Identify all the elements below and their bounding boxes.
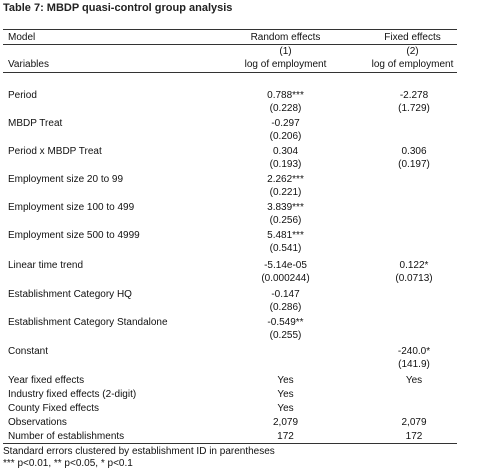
row-coef-col1: 5.481*** (267, 230, 304, 241)
row-label: Employment size 100 to 499 (8, 202, 135, 213)
row-coef-col1: 0.788*** (267, 90, 304, 101)
row-se-col2: (1.729) (398, 103, 430, 114)
fe-row-col1: Yes (277, 375, 294, 386)
fe-row-col2: Yes (405, 375, 423, 386)
row-se-col2: (0.197) (398, 159, 430, 170)
top-rule (3, 29, 457, 30)
row-label: Period x MBDP Treat (8, 146, 102, 157)
establishments-col1: 172 (277, 431, 294, 442)
fe-row-col1: Yes (277, 403, 294, 414)
col1-number: (1) (279, 46, 292, 57)
establishments-label: Number of establishments (8, 431, 125, 442)
observations-label: Observations (8, 417, 67, 428)
row-label: Linear time trend (8, 260, 84, 271)
row-label: Employment size 500 to 4999 (8, 230, 140, 241)
col2-dependent-variable: log of employment (371, 59, 454, 70)
row-se-col1: (0.000244) (261, 273, 310, 284)
row-se-col1: (0.193) (269, 159, 302, 170)
row-coef-col1: -0.549** (267, 317, 304, 328)
row-label: Period (8, 90, 37, 101)
row-label: MBDP Treat (8, 118, 63, 129)
fe-row-label: Year fixed effects (8, 375, 85, 386)
col1-model-name: Random effects (250, 32, 321, 43)
fe-row-label: County Fixed effects (8, 403, 99, 414)
row-coef-col2: -2.278 (399, 90, 429, 101)
fe-row-col1: Yes (277, 389, 294, 400)
row-coef-col1: 2.262*** (267, 174, 304, 185)
row-label: Constant (8, 346, 49, 357)
row-se-col1: (0.206) (269, 131, 302, 142)
row-coef-col2: 0.306 (401, 146, 427, 157)
row-label: Establishment Category Standalone (8, 317, 168, 328)
establishments-col2: 172 (405, 431, 423, 442)
row-se-col1: (0.255) (269, 330, 302, 341)
footnote-significance: *** p<0.01, ** p<0.05, * p<0.1 (3, 458, 133, 469)
row-label: Employment size 20 to 99 (8, 174, 124, 185)
row-se-col1: (0.221) (269, 187, 302, 198)
observations-col1: 2,079 (272, 417, 299, 428)
row-coef-col1: 3.839*** (267, 202, 304, 213)
row-se-col1: (0.228) (269, 103, 302, 114)
row-coef-col1: -0.297 (271, 118, 300, 129)
model-label: Model (8, 32, 36, 43)
header-rule (3, 44, 457, 45)
row-se-col2: (141.9) (398, 359, 430, 370)
row-coef-col1: -0.147 (271, 289, 300, 300)
fe-row-label: Industry fixed effects (2-digit) (8, 389, 137, 400)
col2-model-name: Fixed effects (384, 32, 441, 43)
observations-col2: 2,079 (401, 417, 427, 428)
col1-dependent-variable: log of employment (244, 59, 327, 70)
row-se-col1: (0.541) (269, 243, 302, 254)
row-coef-col1: -5.14e-05 (264, 260, 307, 271)
row-label: Establishment Category HQ (8, 289, 132, 300)
row-se-col1: (0.286) (269, 302, 302, 313)
row-coef-col1: 0.304 (272, 146, 299, 157)
footnote-standard-errors: Standard errors clustered by establishme… (3, 446, 275, 457)
row-se-col1: (0.256) (269, 215, 302, 226)
bottom-rule (3, 443, 457, 444)
row-coef-col2: -240.0* (397, 346, 431, 357)
variables-label: Variables (8, 59, 49, 70)
col2-number: (2) (406, 46, 419, 57)
row-coef-col2: 0.122* (399, 260, 429, 271)
row-se-col2: (0.0713) (395, 273, 433, 284)
subheader-rule (3, 72, 457, 73)
table-title: Table 7: MBDP quasi-control group analys… (3, 2, 233, 14)
